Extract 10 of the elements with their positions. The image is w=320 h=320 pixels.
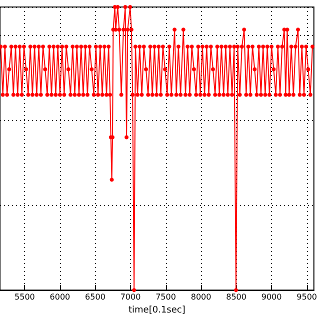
- x-tick-label: 8500: [226, 292, 246, 302]
- x-tick-label: 7000: [120, 292, 141, 302]
- x-tick-label: 6500: [85, 292, 106, 302]
- x-tick-label: 5500: [14, 292, 35, 302]
- x-tick-label: 6000: [50, 292, 70, 302]
- x-tick-label: 9500: [296, 292, 317, 302]
- x-axis-title: time[0.1sec]: [128, 306, 186, 316]
- x-tick-label: 8000: [190, 292, 212, 302]
- x-tick-label: 7500: [156, 292, 176, 302]
- x-tick-label: 9000: [261, 292, 282, 302]
